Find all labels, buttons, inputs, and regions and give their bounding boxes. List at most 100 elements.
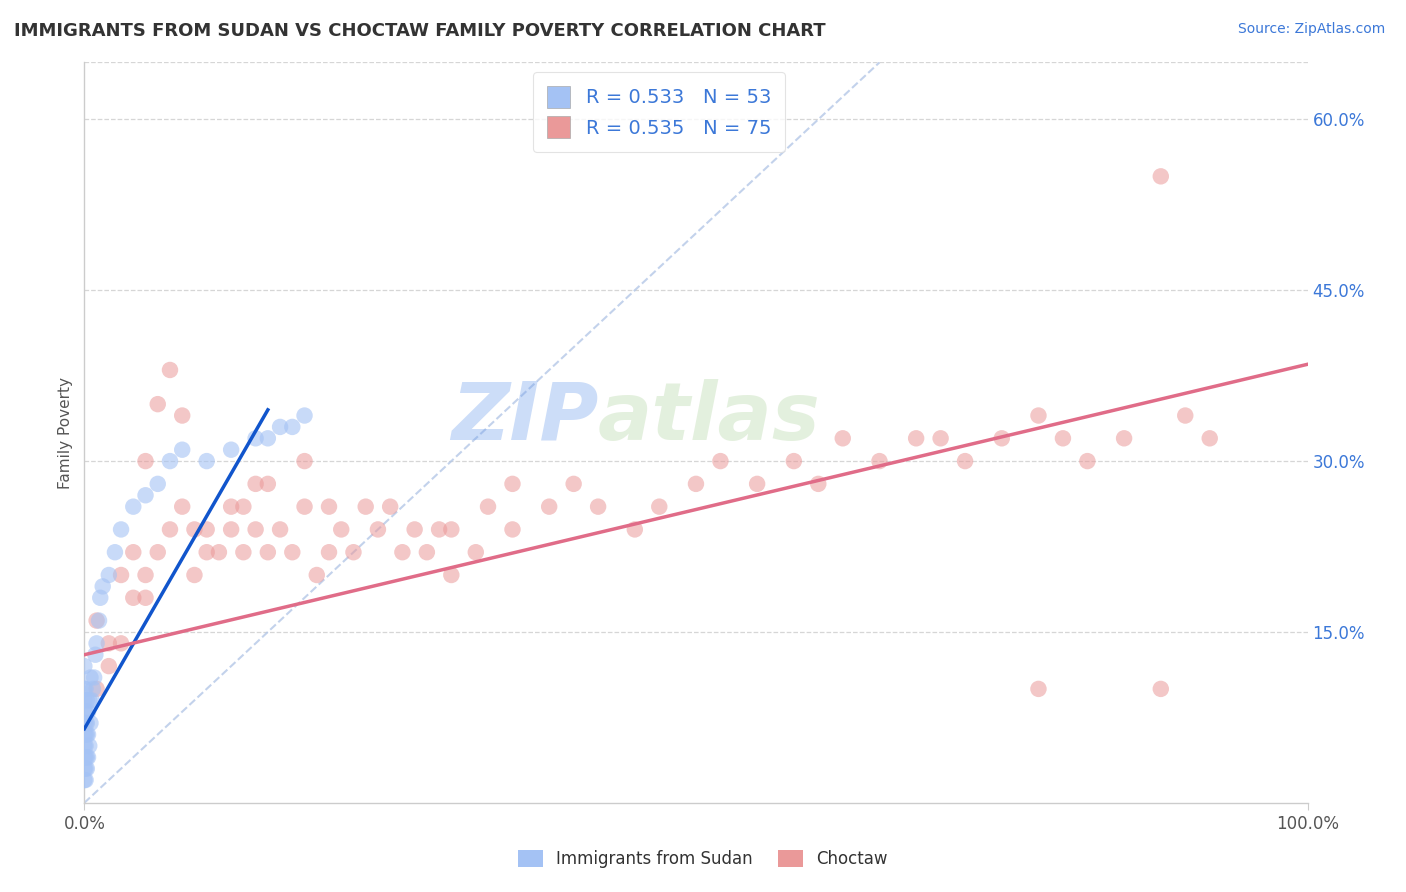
Point xyxy=(73,693,96,707)
Point xyxy=(195,454,218,468)
Point xyxy=(183,523,205,537)
Point xyxy=(330,523,353,537)
Point xyxy=(75,739,97,753)
Point xyxy=(1174,409,1197,423)
Text: IMMIGRANTS FROM SUDAN VS CHOCTAW FAMILY POVERTY CORRELATION CHART: IMMIGRANTS FROM SUDAN VS CHOCTAW FAMILY … xyxy=(14,22,825,40)
Point xyxy=(257,431,280,445)
Point xyxy=(1028,681,1050,696)
Legend: R = 0.533   N = 53, R = 0.535   N = 75: R = 0.533 N = 53, R = 0.535 N = 75 xyxy=(533,72,785,152)
Point xyxy=(709,454,731,468)
Point xyxy=(219,523,242,537)
Point xyxy=(75,750,97,764)
Point xyxy=(83,671,105,685)
Point xyxy=(97,636,120,650)
Point xyxy=(79,671,101,685)
Point xyxy=(477,500,499,514)
Point xyxy=(427,523,450,537)
Point xyxy=(232,545,254,559)
Point xyxy=(502,523,524,537)
Point xyxy=(1150,681,1173,696)
Point xyxy=(257,545,280,559)
Point xyxy=(318,545,340,559)
Point xyxy=(73,739,96,753)
Point xyxy=(354,500,377,514)
Point xyxy=(77,705,100,719)
Point xyxy=(195,545,218,559)
Point xyxy=(342,545,364,559)
Point xyxy=(76,762,98,776)
Point xyxy=(73,772,96,787)
Point xyxy=(73,659,96,673)
Point xyxy=(146,545,169,559)
Point xyxy=(869,454,891,468)
Point xyxy=(586,500,609,514)
Point xyxy=(1150,169,1173,184)
Point xyxy=(1114,431,1136,445)
Point xyxy=(502,476,524,491)
Point xyxy=(783,454,806,468)
Point xyxy=(245,523,267,537)
Point xyxy=(86,614,108,628)
Point xyxy=(269,420,291,434)
Point xyxy=(648,500,671,514)
Point xyxy=(159,523,181,537)
Point xyxy=(404,523,426,537)
Point xyxy=(831,431,853,445)
Text: atlas: atlas xyxy=(598,379,821,457)
Point xyxy=(905,431,928,445)
Point xyxy=(562,476,585,491)
Point xyxy=(195,523,218,537)
Point xyxy=(294,500,316,514)
Point xyxy=(367,523,389,537)
Point xyxy=(73,716,96,731)
Point xyxy=(294,409,316,423)
Point xyxy=(122,500,145,514)
Point xyxy=(77,693,100,707)
Point xyxy=(75,762,97,776)
Point xyxy=(135,454,157,468)
Point xyxy=(73,705,96,719)
Point xyxy=(245,431,267,445)
Point xyxy=(97,568,120,582)
Point xyxy=(1028,409,1050,423)
Point xyxy=(76,727,98,741)
Point xyxy=(440,568,463,582)
Point xyxy=(464,545,486,559)
Point xyxy=(183,568,205,582)
Point xyxy=(807,476,830,491)
Point xyxy=(281,420,304,434)
Point xyxy=(416,545,439,559)
Point xyxy=(135,591,157,605)
Point xyxy=(380,500,402,514)
Point xyxy=(391,545,413,559)
Point xyxy=(97,659,120,673)
Point xyxy=(135,568,157,582)
Text: ZIP: ZIP xyxy=(451,379,598,457)
Point xyxy=(89,591,111,605)
Point xyxy=(104,545,127,559)
Point xyxy=(122,545,145,559)
Point xyxy=(257,476,280,491)
Point xyxy=(77,727,100,741)
Point xyxy=(122,591,145,605)
Point xyxy=(624,523,647,537)
Point xyxy=(318,500,340,514)
Y-axis label: Family Poverty: Family Poverty xyxy=(58,376,73,489)
Point xyxy=(281,545,304,559)
Point xyxy=(172,442,194,457)
Point xyxy=(538,500,561,514)
Point xyxy=(1052,431,1074,445)
Point xyxy=(1076,454,1098,468)
Point xyxy=(75,705,97,719)
Point xyxy=(73,750,96,764)
Point xyxy=(77,750,100,764)
Point xyxy=(110,568,132,582)
Point xyxy=(76,693,98,707)
Point xyxy=(82,681,104,696)
Point xyxy=(685,476,707,491)
Point xyxy=(245,476,267,491)
Point xyxy=(159,363,181,377)
Point xyxy=(79,716,101,731)
Point xyxy=(110,636,132,650)
Point xyxy=(953,454,976,468)
